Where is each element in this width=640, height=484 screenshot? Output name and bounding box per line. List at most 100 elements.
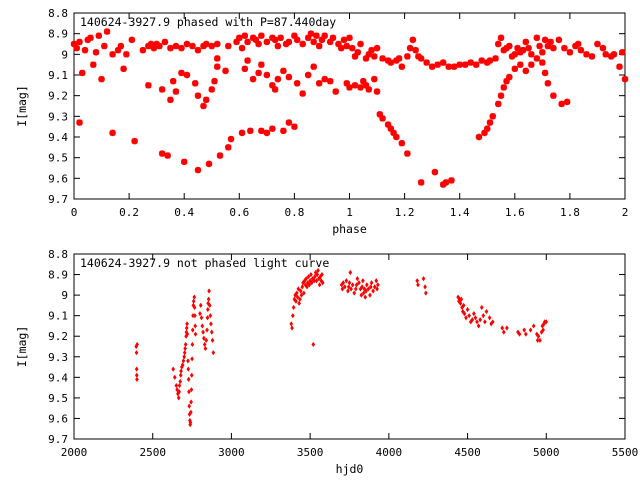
data-point xyxy=(525,44,532,52)
data-point xyxy=(300,284,305,290)
data-point xyxy=(511,51,518,58)
y-axis-label: I[mag] xyxy=(15,326,29,368)
data-point xyxy=(194,92,202,99)
data-point xyxy=(294,290,299,296)
data-point xyxy=(484,308,489,315)
data-point xyxy=(464,315,468,321)
data-point xyxy=(574,40,582,48)
data-point xyxy=(321,32,328,39)
x-tick-label: 5500 xyxy=(612,446,639,459)
data-point xyxy=(238,44,246,52)
data-point xyxy=(362,55,370,62)
data-point xyxy=(320,280,325,286)
data-point xyxy=(450,63,458,70)
data-point xyxy=(183,341,188,348)
data-point xyxy=(497,34,505,41)
data-point xyxy=(205,160,213,168)
data-point xyxy=(186,366,191,372)
data-point xyxy=(309,271,313,278)
data-point xyxy=(192,304,197,311)
data-point xyxy=(351,82,359,89)
data-point xyxy=(183,71,191,79)
x-tick-label: 0.8 xyxy=(284,206,304,219)
data-point xyxy=(247,127,254,134)
data-point xyxy=(307,282,312,288)
data-point xyxy=(271,86,279,93)
y-axis-label: I[mag] xyxy=(15,85,29,127)
data-point xyxy=(298,296,302,302)
data-point xyxy=(211,350,216,356)
data-point xyxy=(371,288,375,294)
data-point xyxy=(191,302,196,308)
data-point xyxy=(203,345,208,352)
data-point xyxy=(374,278,379,284)
data-point xyxy=(315,80,323,87)
data-point xyxy=(310,38,317,46)
data-point xyxy=(169,78,177,85)
data-point xyxy=(395,55,403,62)
data-point xyxy=(285,38,293,46)
data-point xyxy=(298,288,303,294)
data-point xyxy=(531,323,536,329)
data-point xyxy=(211,78,218,85)
data-point xyxy=(476,323,481,329)
y-tick-label: 9.4 xyxy=(48,371,68,384)
y-tick-label: 9.1 xyxy=(48,310,68,323)
data-point xyxy=(539,329,544,335)
data-point xyxy=(366,286,371,292)
data-point xyxy=(363,294,368,300)
data-point xyxy=(621,75,629,83)
x-tick-label: 0.4 xyxy=(174,206,194,219)
data-point xyxy=(183,345,187,352)
y-tick-label: 9.6 xyxy=(48,412,68,425)
data-point xyxy=(203,40,210,48)
data-point xyxy=(459,296,464,302)
y-tick-label: 9.5 xyxy=(48,152,68,165)
data-point xyxy=(182,354,187,360)
data-point xyxy=(182,350,187,356)
data-point xyxy=(346,84,353,91)
data-point xyxy=(320,271,324,278)
y-tick-label: 9.7 xyxy=(48,433,68,446)
data-point xyxy=(428,63,436,70)
data-point xyxy=(489,113,496,120)
data-point xyxy=(193,323,198,329)
data-point xyxy=(304,34,312,41)
data-point xyxy=(200,102,207,110)
data-point xyxy=(373,44,381,52)
data-point xyxy=(186,376,191,382)
data-point xyxy=(404,53,411,60)
data-point xyxy=(233,38,240,46)
data-point xyxy=(299,40,306,48)
data-point xyxy=(412,47,419,54)
data-point xyxy=(577,47,585,54)
data-point xyxy=(588,53,596,60)
data-point xyxy=(147,40,155,48)
data-point xyxy=(342,284,347,290)
data-point xyxy=(372,284,377,290)
data-point xyxy=(134,350,139,356)
data-point xyxy=(398,140,406,147)
data-point xyxy=(384,57,392,64)
data-point xyxy=(610,51,618,58)
data-point xyxy=(291,32,298,39)
data-point xyxy=(153,40,160,48)
data-point xyxy=(255,40,262,48)
data-point xyxy=(346,284,351,290)
data-point xyxy=(390,129,397,137)
y-tick-label: 9.3 xyxy=(48,110,68,123)
data-point xyxy=(178,69,185,77)
data-point xyxy=(462,61,469,68)
data-point xyxy=(189,372,194,378)
data-point xyxy=(185,331,190,337)
data-point xyxy=(189,42,196,50)
data-point xyxy=(368,47,375,54)
data-point xyxy=(313,32,320,39)
x-tick-label: 1 xyxy=(346,206,353,219)
data-point xyxy=(500,84,507,91)
data-point xyxy=(205,306,210,313)
data-point xyxy=(536,333,541,339)
data-point xyxy=(171,366,175,372)
data-point xyxy=(302,290,306,296)
